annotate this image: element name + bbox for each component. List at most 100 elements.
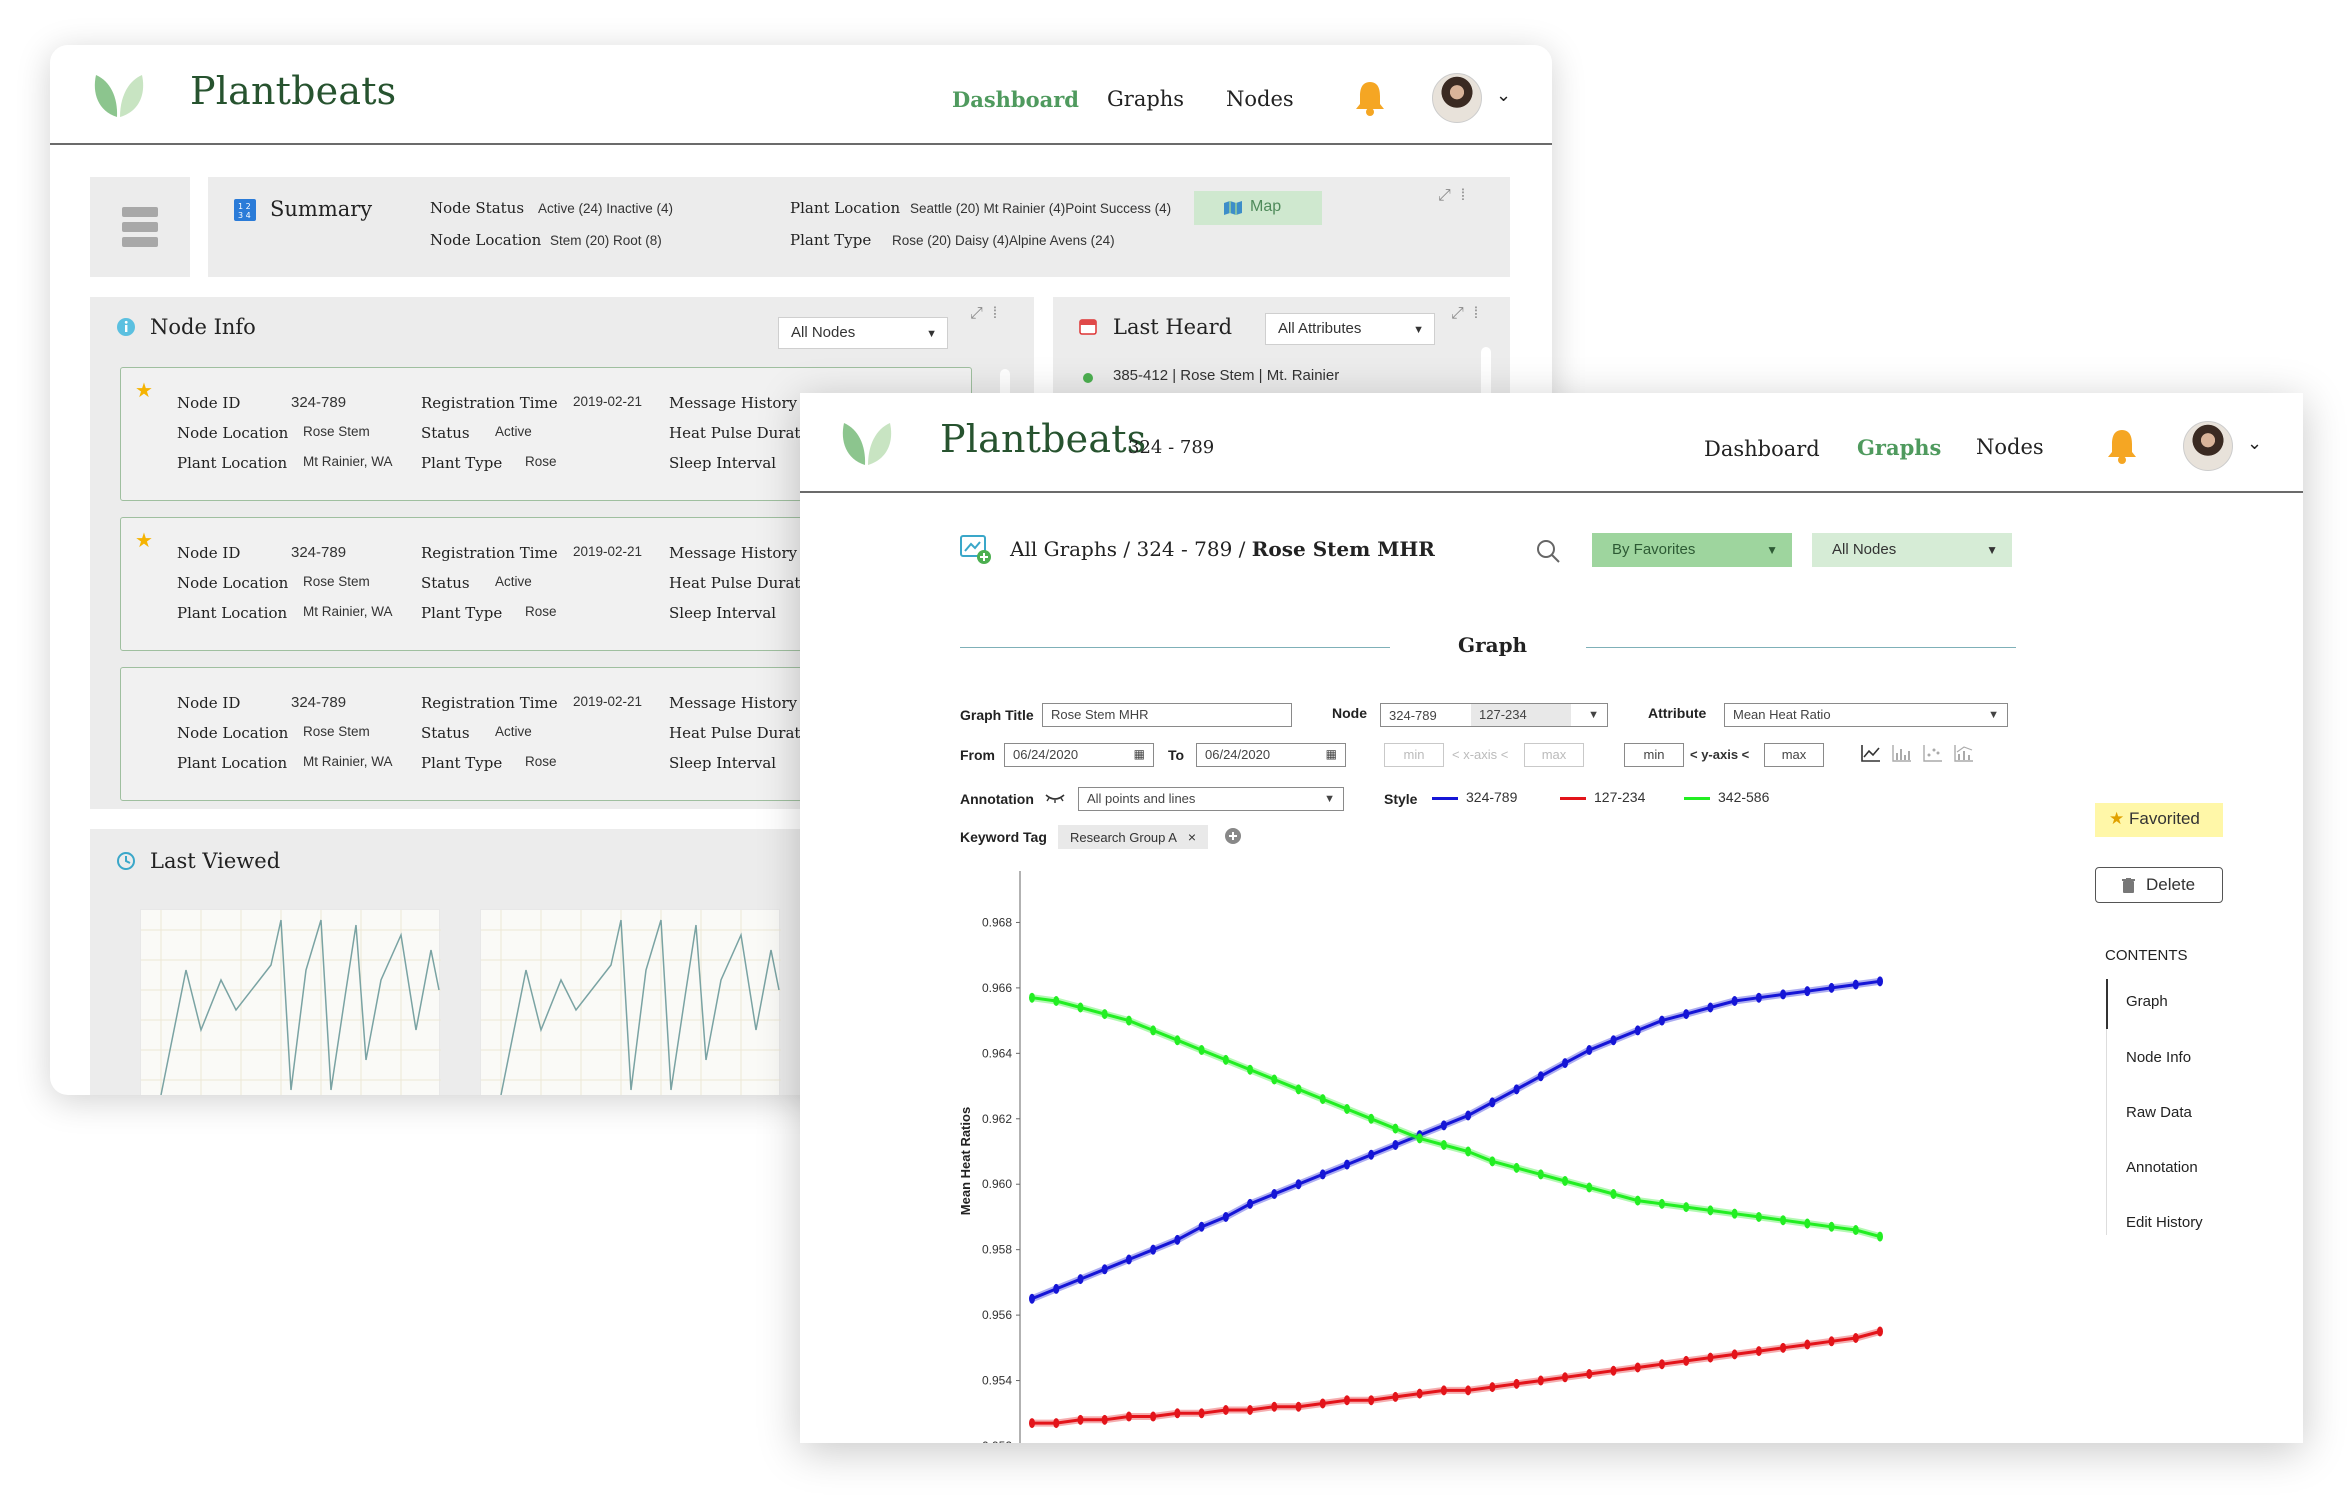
data-point[interactable] bbox=[1053, 1283, 1060, 1294]
data-point[interactable] bbox=[1489, 1156, 1496, 1167]
data-point[interactable] bbox=[1053, 1418, 1060, 1429]
map-button[interactable]: Map bbox=[1194, 191, 1322, 225]
nav-dashboard[interactable]: Dashboard bbox=[1704, 437, 1820, 461]
data-point[interactable] bbox=[1634, 1362, 1641, 1373]
data-point[interactable] bbox=[1319, 1398, 1326, 1409]
data-point[interactable] bbox=[1586, 1182, 1593, 1193]
data-point[interactable] bbox=[1877, 1326, 1883, 1337]
data-point[interactable] bbox=[1562, 1372, 1569, 1383]
data-point[interactable] bbox=[1562, 1058, 1569, 1069]
contents-item-annotation[interactable]: Annotation bbox=[2126, 1159, 2198, 1176]
data-point[interactable] bbox=[1368, 1395, 1375, 1406]
data-point[interactable] bbox=[1319, 1094, 1326, 1105]
data-point[interactable] bbox=[1731, 995, 1738, 1006]
data-point[interactable] bbox=[1804, 1218, 1811, 1229]
data-point[interactable] bbox=[1392, 1139, 1399, 1150]
user-avatar[interactable] bbox=[1432, 73, 1482, 123]
data-point[interactable] bbox=[1101, 1414, 1108, 1425]
data-point[interactable] bbox=[1271, 1074, 1278, 1085]
data-point[interactable] bbox=[1610, 1035, 1617, 1046]
data-point[interactable] bbox=[1634, 1195, 1641, 1206]
data-point[interactable] bbox=[1683, 1355, 1690, 1366]
star-icon[interactable]: ★ bbox=[135, 380, 153, 402]
contents-item-raw-data[interactable]: Raw Data bbox=[2126, 1104, 2192, 1121]
attribute-select[interactable]: Mean Heat Ratio ▼ bbox=[1724, 703, 2008, 727]
data-point[interactable] bbox=[1440, 1385, 1447, 1396]
panel-controls[interactable]: ⤢⁞ bbox=[1438, 187, 1476, 204]
favorited-button[interactable]: ★ Favorited bbox=[2095, 803, 2223, 837]
data-point[interactable] bbox=[1295, 1401, 1302, 1412]
breadcrumb-node[interactable]: 324 - 789 bbox=[1136, 537, 1233, 561]
data-point[interactable] bbox=[1658, 1015, 1665, 1026]
data-point[interactable] bbox=[1658, 1359, 1665, 1370]
data-point[interactable] bbox=[1174, 1035, 1181, 1046]
data-point[interactable] bbox=[1271, 1401, 1278, 1412]
data-point[interactable] bbox=[1513, 1162, 1520, 1173]
data-point[interactable] bbox=[1271, 1189, 1278, 1200]
contents-item-graph[interactable]: Graph bbox=[2126, 993, 2168, 1010]
remove-tag-icon[interactable]: × bbox=[1187, 829, 1197, 845]
data-point[interactable] bbox=[1392, 1391, 1399, 1402]
bell-icon[interactable] bbox=[1353, 79, 1387, 117]
data-point[interactable] bbox=[1174, 1408, 1181, 1419]
data-point[interactable] bbox=[1877, 1231, 1883, 1242]
data-point[interactable] bbox=[1247, 1198, 1254, 1209]
nav-graphs[interactable]: Graphs bbox=[1107, 87, 1185, 111]
data-point[interactable] bbox=[1101, 1264, 1108, 1275]
graph-thumbnail[interactable] bbox=[140, 909, 441, 1095]
data-point[interactable] bbox=[1877, 976, 1883, 987]
data-point[interactable] bbox=[1513, 1378, 1520, 1389]
data-point[interactable] bbox=[1295, 1084, 1302, 1095]
data-point[interactable] bbox=[1780, 989, 1787, 1000]
data-point[interactable] bbox=[1440, 1120, 1447, 1131]
nav-dashboard[interactable]: Dashboard bbox=[952, 87, 1079, 112]
data-point[interactable] bbox=[1319, 1169, 1326, 1180]
node-select[interactable]: 324-789 127-234 ▼ bbox=[1380, 703, 1608, 727]
data-point[interactable] bbox=[1125, 1015, 1132, 1026]
data-point[interactable] bbox=[1852, 1225, 1859, 1236]
chevron-down-icon[interactable]: ⌄ bbox=[1496, 85, 1512, 105]
data-point[interactable] bbox=[1174, 1234, 1181, 1245]
node-card[interactable]: ★ Node ID 324-789 Node Location Rose Stem Pla… bbox=[120, 517, 972, 651]
data-point[interactable] bbox=[1755, 1346, 1762, 1357]
data-point[interactable] bbox=[1465, 1110, 1472, 1121]
data-point[interactable] bbox=[1489, 1097, 1496, 1108]
data-point[interactable] bbox=[1295, 1179, 1302, 1190]
data-point[interactable] bbox=[1731, 1349, 1738, 1360]
chart-type-picker[interactable] bbox=[1860, 743, 1980, 765]
attribute-filter-select[interactable]: All Attributes ▼ bbox=[1265, 313, 1435, 345]
data-point[interactable] bbox=[1537, 1375, 1544, 1386]
data-point[interactable] bbox=[1586, 1045, 1593, 1056]
nav-nodes[interactable]: Nodes bbox=[1226, 87, 1294, 111]
data-point[interactable] bbox=[1416, 1388, 1423, 1399]
data-point[interactable] bbox=[1683, 1009, 1690, 1020]
data-point[interactable] bbox=[1683, 1202, 1690, 1213]
data-point[interactable] bbox=[1828, 982, 1835, 993]
contents-item-edit-history[interactable]: Edit History bbox=[2126, 1214, 2203, 1231]
data-point[interactable] bbox=[1852, 1333, 1859, 1344]
data-point[interactable] bbox=[1222, 1211, 1229, 1222]
favorites-filter-select[interactable]: By Favorites ▼ bbox=[1592, 533, 1792, 567]
scrollbar[interactable] bbox=[1481, 347, 1491, 407]
search-icon[interactable] bbox=[1535, 538, 1561, 564]
data-point[interactable] bbox=[1658, 1198, 1665, 1209]
data-point[interactable] bbox=[1077, 1414, 1084, 1425]
data-point[interactable] bbox=[1828, 1221, 1835, 1232]
panel-controls[interactable]: ⤢⁞ bbox=[970, 305, 1008, 322]
add-tag-icon[interactable] bbox=[1224, 827, 1242, 845]
to-date-input[interactable]: 06/24/2020 ▦ bbox=[1196, 743, 1346, 767]
data-point[interactable] bbox=[1780, 1215, 1787, 1226]
data-point[interactable] bbox=[1368, 1113, 1375, 1124]
data-point[interactable] bbox=[1343, 1395, 1350, 1406]
data-point[interactable] bbox=[1077, 1274, 1084, 1285]
delete-button[interactable]: Delete bbox=[2095, 867, 2223, 903]
data-point[interactable] bbox=[1029, 992, 1035, 1003]
data-point[interactable] bbox=[1804, 1339, 1811, 1350]
data-point[interactable] bbox=[1755, 992, 1762, 1003]
data-point[interactable] bbox=[1489, 1382, 1496, 1393]
nav-graphs[interactable]: Graphs bbox=[1857, 435, 1942, 460]
data-point[interactable] bbox=[1029, 1293, 1035, 1304]
data-point[interactable] bbox=[1780, 1342, 1787, 1353]
graph-title-input[interactable]: Rose Stem MHR bbox=[1042, 703, 1292, 727]
last-heard-item[interactable]: 385-412 | Rose Stem | Mt. Rainier bbox=[1113, 367, 1340, 384]
